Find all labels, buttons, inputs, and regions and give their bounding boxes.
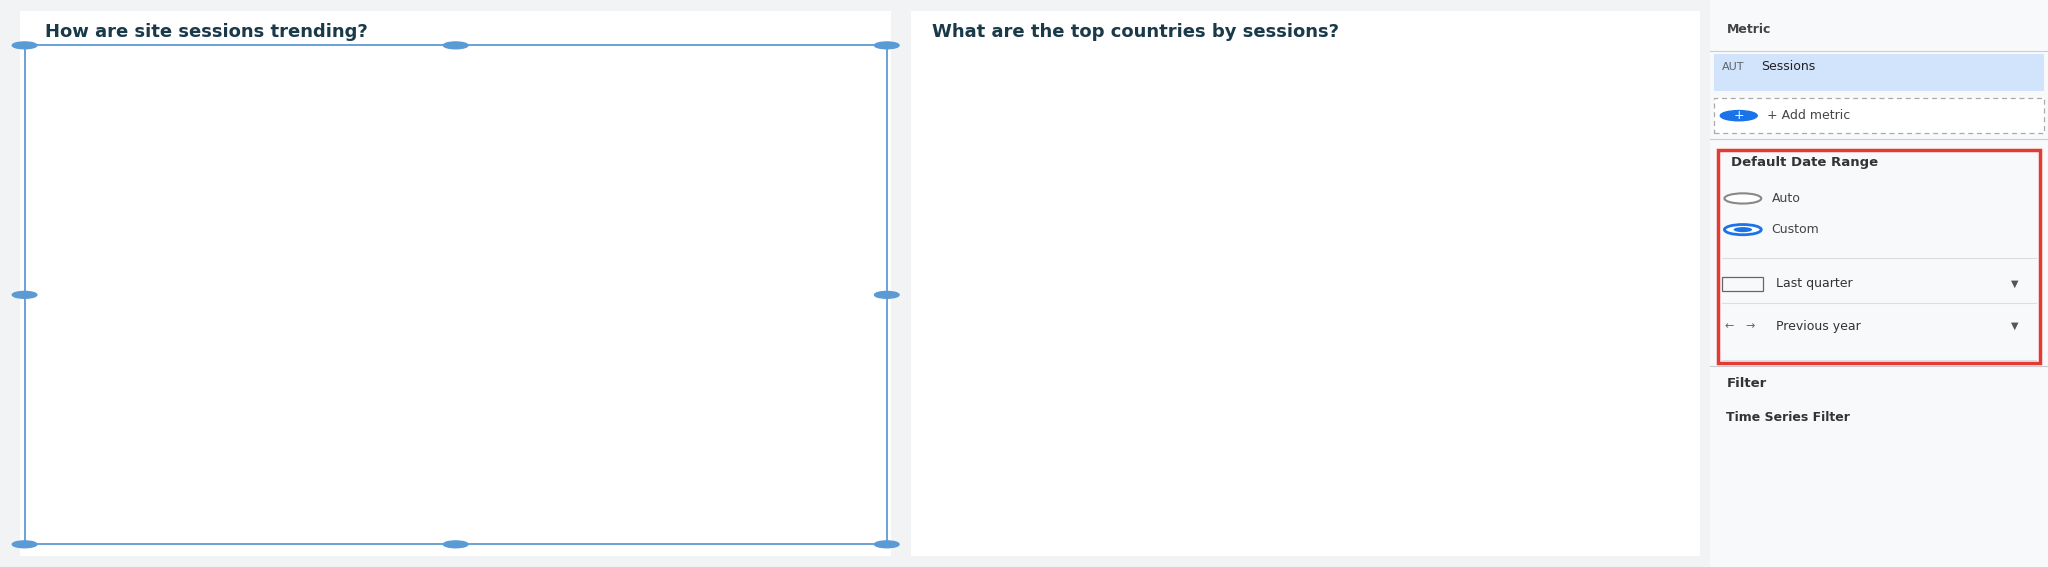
Text: How are site sessions trending?: How are site sessions trending? xyxy=(45,23,369,41)
Text: +: + xyxy=(1733,109,1745,122)
Text: Filter: Filter xyxy=(1726,377,1767,390)
Text: ▼: ▼ xyxy=(2011,278,2019,289)
Text: →: → xyxy=(1745,321,1755,331)
Text: What are the top countries by sessions?: What are the top countries by sessions? xyxy=(932,23,1339,41)
Text: Previous year: Previous year xyxy=(1776,320,1860,332)
Text: Custom: Custom xyxy=(1772,223,1819,236)
Text: Sessions: Sessions xyxy=(1761,61,1815,73)
Text: AUT: AUT xyxy=(1722,62,1745,72)
Text: ▼: ▼ xyxy=(2011,321,2019,331)
Text: Last quarter: Last quarter xyxy=(1776,277,1851,290)
Text: Metric: Metric xyxy=(1726,23,1772,36)
Text: Sessions: Sessions xyxy=(150,182,205,194)
Text: + Add metric: + Add metric xyxy=(1767,109,1851,122)
Text: Time Series Filter: Time Series Filter xyxy=(1726,411,1849,424)
Text: World Map: World Map xyxy=(1262,283,1350,301)
Text: Default Date Range: Default Date Range xyxy=(1731,156,1878,169)
Text: ←: ← xyxy=(1724,321,1735,331)
Text: Sessions (previous year): Sessions (previous year) xyxy=(375,182,528,194)
Text: Auto: Auto xyxy=(1772,192,1800,205)
